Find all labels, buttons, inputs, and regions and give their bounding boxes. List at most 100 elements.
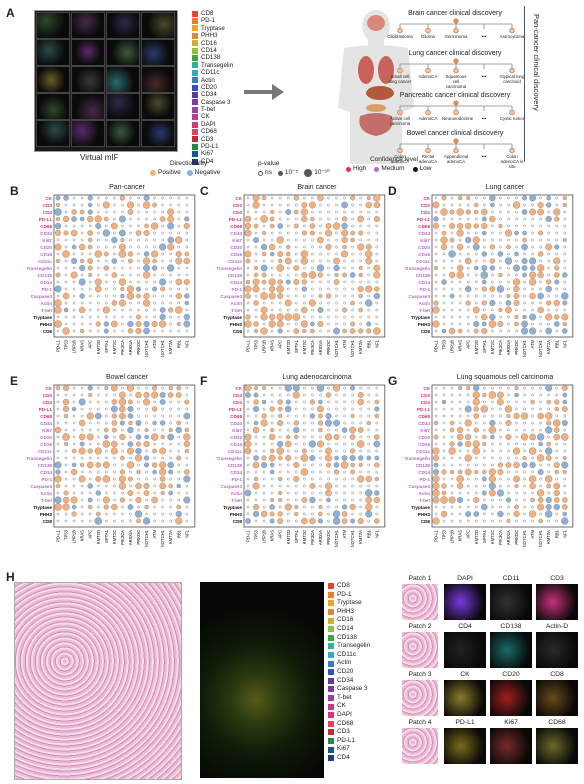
dot <box>327 196 330 200</box>
col-label: NOTCH1 <box>522 529 527 547</box>
dot <box>319 287 322 291</box>
dot <box>554 469 559 475</box>
dot <box>294 511 299 517</box>
dot <box>563 280 567 284</box>
dot <box>434 442 438 446</box>
dot <box>143 320 150 328</box>
dot <box>303 196 306 200</box>
dot <box>375 280 379 284</box>
dot <box>359 386 362 390</box>
dot <box>473 511 480 517</box>
col-label: ATM <box>152 529 157 538</box>
dot <box>295 442 298 446</box>
dot <box>351 203 354 207</box>
dot <box>505 497 512 503</box>
dot <box>491 463 494 467</box>
dot <box>434 196 438 200</box>
dot <box>466 428 470 432</box>
dot <box>367 217 371 221</box>
dot <box>118 215 126 223</box>
row-label: PD-1 <box>420 477 431 482</box>
dot <box>254 308 258 312</box>
dot <box>365 503 373 511</box>
dot <box>515 273 518 277</box>
dot <box>546 300 552 306</box>
dot <box>513 300 520 306</box>
dot <box>319 329 322 333</box>
dot <box>277 251 284 257</box>
dot <box>539 245 542 249</box>
mif-tile <box>71 93 105 120</box>
dot <box>64 463 68 467</box>
legend-swatch <box>192 69 198 76</box>
dot <box>129 245 132 249</box>
dot <box>311 463 314 467</box>
col-label: LRP1B <box>72 530 77 543</box>
row-label: CD16 <box>40 442 52 447</box>
dot <box>105 512 108 516</box>
dot <box>151 265 158 271</box>
dot <box>144 504 149 510</box>
mif-tile <box>36 66 70 93</box>
row-label: PD-1 <box>42 287 53 292</box>
legend-label: Tryptase <box>337 599 362 607</box>
dot <box>335 484 338 488</box>
row-label: PD-1 <box>232 287 243 292</box>
dot <box>295 287 298 291</box>
dot <box>480 405 488 413</box>
dot <box>137 407 140 411</box>
dot <box>359 259 362 263</box>
confidence-title: Confidence level <box>370 156 419 163</box>
dot <box>102 229 110 237</box>
dot <box>268 320 276 328</box>
tree-leaf-label: Neuroendocrine <box>442 116 474 121</box>
dot <box>137 273 140 277</box>
dot <box>319 224 322 228</box>
dot <box>536 489 545 497</box>
row-label: CD68 <box>40 414 52 419</box>
dot <box>111 222 118 230</box>
dot <box>491 407 494 411</box>
row-label: CD4 <box>421 210 431 215</box>
tree-leaf-label: Colon adenoCA in situ <box>500 154 524 169</box>
dot <box>491 210 494 214</box>
row-label: PD-L1 <box>417 407 431 412</box>
row-label: CD8 <box>233 519 243 524</box>
dot <box>458 449 462 453</box>
dot <box>72 435 76 439</box>
dot <box>327 238 330 242</box>
dot-plot-f: CKCD3CD4PD-L1CD68CD34Ki67CD20CD16CD11cTr… <box>216 384 386 547</box>
legend-swatch <box>328 652 334 659</box>
dot <box>278 203 282 207</box>
dot <box>474 209 479 215</box>
dot <box>177 217 181 221</box>
dot <box>113 210 116 214</box>
dot <box>464 419 472 427</box>
dot <box>523 519 526 523</box>
col-label: PRKDC <box>326 340 331 355</box>
dot <box>113 463 116 467</box>
dot <box>333 419 340 427</box>
dot <box>367 442 371 446</box>
row-label: Actin <box>231 491 243 496</box>
col-label: NOTCH1 <box>538 339 543 357</box>
dot <box>547 294 550 298</box>
dot <box>303 266 306 270</box>
dot <box>449 427 455 433</box>
dot <box>529 327 537 335</box>
dot <box>260 327 268 335</box>
dot <box>64 421 68 425</box>
negative-swatch <box>186 170 193 176</box>
dot <box>450 393 454 397</box>
dot <box>327 505 330 509</box>
dot <box>531 238 534 242</box>
dot <box>80 203 84 207</box>
col-label: PD-L1 <box>434 529 439 542</box>
row-label: CD16 <box>230 442 242 447</box>
dot <box>481 286 487 292</box>
dot <box>458 393 462 397</box>
dot <box>79 264 86 272</box>
dot <box>244 250 252 258</box>
dot <box>466 245 470 249</box>
dot <box>295 519 298 523</box>
